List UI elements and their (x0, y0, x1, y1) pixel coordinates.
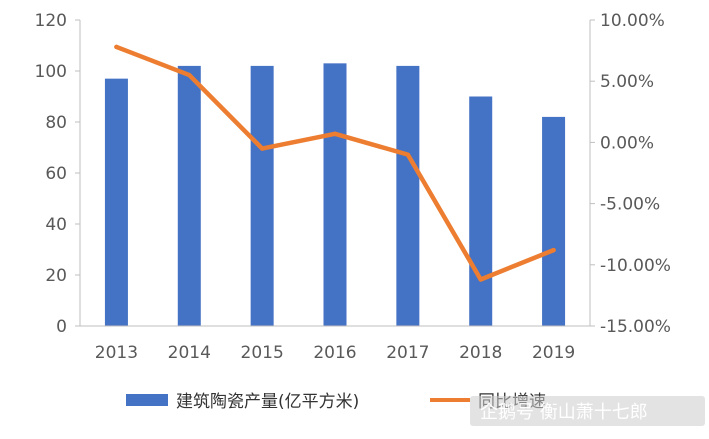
watermark-text: 企鹅号 衡山萧十七郎 (480, 402, 648, 423)
growth-point-2015 (259, 146, 265, 151)
left-tick-label: 100 (35, 62, 67, 82)
growth-point-2017 (405, 152, 411, 157)
watermark: 企鹅号 衡山萧十七郎 (470, 396, 705, 426)
watermark-bg (470, 396, 705, 426)
x-tick-label: 2018 (459, 343, 502, 363)
left-tick-label: 60 (45, 164, 67, 184)
bar-2015 (250, 65, 274, 327)
x-tick-label: 2014 (168, 343, 211, 363)
left-y-tick-labels: 0 20 40 60 80 100 120 (35, 11, 80, 337)
right-tick-label: 0.00% (600, 133, 654, 153)
left-tick-label: 120 (35, 11, 67, 31)
left-tick-label: 20 (45, 266, 67, 286)
x-tick-labels: 2013 2014 2015 2016 2017 2018 2019 (95, 343, 575, 363)
left-tick-label: 40 (45, 215, 67, 235)
growth-point-2016 (332, 131, 338, 137)
left-tick-label: 80 (45, 113, 67, 133)
bar-2014 (177, 65, 201, 327)
left-tick-label: 0 (56, 317, 67, 337)
right-tick-label: -5.00% (600, 195, 660, 215)
legend-bar-label: 建筑陶瓷产量(亿平方米) (176, 392, 359, 412)
right-y-tick-labels: -15.00% -10.00% -5.00% 0.00% 5.00% 10.00% (590, 11, 671, 337)
right-tick-label: 5.00% (600, 72, 654, 92)
x-tick-label: 2017 (386, 343, 429, 363)
bar-2019 (542, 116, 566, 327)
bars-layer (104, 63, 566, 327)
growth-point-2013 (114, 44, 119, 50)
x-tick-label: 2016 (313, 343, 356, 363)
growth-point-2014 (187, 72, 192, 78)
bar-2017 (396, 65, 420, 327)
growth-point-2018 (478, 277, 483, 282)
x-tick-label: 2015 (241, 343, 284, 363)
right-tick-label: -10.00% (600, 256, 671, 276)
right-tick-label: -15.00% (600, 317, 671, 337)
x-tick-label: 2013 (95, 343, 138, 363)
legend-bar-swatch (126, 394, 168, 406)
right-tick-label: 10.00% (600, 11, 665, 31)
bar-2016 (323, 63, 347, 326)
line-layer (114, 44, 556, 282)
x-tick-label: 2019 (532, 343, 575, 363)
growth-point-2019 (551, 247, 556, 253)
bar-2013 (104, 78, 128, 327)
bar-2018 (469, 96, 493, 326)
